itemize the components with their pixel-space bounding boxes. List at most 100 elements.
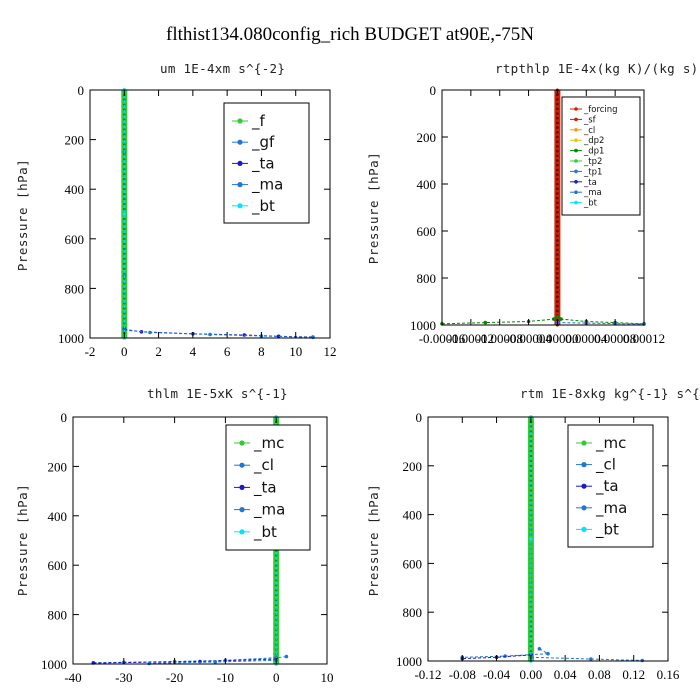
profile-marker: [123, 252, 126, 255]
profile-marker: [556, 234, 559, 237]
profile-marker: [556, 267, 559, 270]
profile-marker: [556, 300, 559, 303]
x-tick-label: -0.00012: [448, 331, 495, 346]
profile-marker: [123, 153, 126, 156]
x-tick-label: 0.08: [588, 667, 611, 682]
y-tick-label: 800: [417, 271, 437, 286]
plot-frame: [427, 416, 669, 662]
legend-label: _cl: [595, 456, 616, 475]
profile-marker: [556, 154, 559, 158]
profile-marker: [529, 484, 533, 487]
x-tick-label: -0.00008: [476, 331, 523, 346]
chart-title: thlm 1E-5xK s^{-1}: [147, 386, 288, 401]
profile-marker: [556, 220, 559, 223]
profile-marker: [529, 454, 533, 458]
x-tick-label: 6: [224, 344, 231, 359]
legend-marker: [574, 138, 578, 142]
legend-marker: [239, 507, 245, 513]
x-tick-label: 0.12: [622, 667, 645, 682]
legend-marker: [574, 159, 578, 163]
data-point: [503, 654, 507, 658]
legend-marker: [574, 169, 578, 174]
y-tick-label: 400: [65, 182, 85, 197]
profile-marker: [529, 445, 533, 448]
profile-marker: [123, 222, 126, 226]
legend-marker: [581, 483, 587, 489]
profile-marker: [556, 182, 559, 186]
profile-marker: [123, 257, 126, 260]
data-point: [311, 335, 315, 340]
x-tick-label: -10: [217, 670, 234, 685]
legend-marker: [581, 505, 587, 511]
y-tick-label: 0: [61, 410, 68, 425]
legend: _mc _cl _ta _ma _bt: [567, 424, 654, 548]
profile-marker: [123, 207, 126, 211]
profile-marker: [123, 138, 126, 141]
profile-marker: [123, 316, 126, 320]
profile-marker: [556, 178, 559, 181]
profile-marker: [274, 563, 278, 567]
y-tick-label: 200: [65, 133, 85, 148]
legend-marker: [237, 203, 243, 209]
profile-marker: [556, 196, 559, 200]
chart-title: um 1E-4xm s^{-2}: [160, 61, 285, 76]
y-tick-label: 0: [78, 83, 85, 98]
chart-rtpthlp: rtpthlp 1E-4x(kg K)/(kg s) Pressure [hPa]…: [366, 61, 698, 346]
legend-label: _ta: [253, 478, 277, 497]
profile-marker: [556, 116, 559, 120]
y-axis-label: Pressure [hPa]: [366, 484, 381, 596]
profile-marker: [529, 469, 533, 473]
y-axis-label: Pressure [hPa]: [366, 152, 381, 264]
profile-marker: [556, 135, 559, 139]
x-tick-label: -0.00016: [419, 331, 466, 346]
profile-marker: [123, 292, 126, 295]
chart-title: rtm 1E-8xkg kg^{-1} s^{-1}: [520, 386, 700, 401]
x-tick-label: 0: [273, 670, 280, 685]
profile-marker: [556, 121, 559, 125]
y-tick-label: 1000: [41, 657, 67, 672]
legend-label: _bt: [595, 520, 619, 539]
profile-marker: [123, 113, 126, 117]
legend-marker: [581, 440, 587, 446]
legend-label: _f: [251, 112, 266, 131]
y-tick-label: 200: [403, 459, 423, 474]
legend-label: _ta: [251, 154, 275, 173]
profile-marker: [556, 98, 559, 101]
profile-marker: [274, 559, 278, 562]
y-tick-label: 800: [403, 605, 423, 620]
profile-marker: [123, 237, 126, 241]
y-tick-label: 600: [48, 558, 68, 573]
y-tick-label: 200: [417, 130, 437, 145]
profile-marker: [556, 168, 559, 172]
data-point: [537, 647, 542, 651]
legend-marker: [239, 484, 245, 490]
profile-marker: [529, 635, 533, 638]
profile-marker: [123, 197, 126, 201]
data-point: [529, 537, 533, 541]
y-tick-label: 1000: [58, 331, 84, 346]
profile-marker: [529, 649, 533, 653]
profile-marker: [529, 459, 533, 463]
profile-marker: [529, 645, 533, 648]
profile-marker: [529, 640, 533, 643]
series-line-tp1: [557, 322, 645, 325]
y-tick-label: 400: [48, 509, 68, 524]
legend-marker: [574, 117, 578, 122]
x-tick-label: 0.04: [554, 667, 577, 682]
profile-marker: [123, 192, 126, 196]
legend-label: _bt: [253, 523, 277, 542]
profile-marker: [556, 304, 559, 308]
legend-box: [561, 96, 641, 216]
legend: _mc _cl _ta _ma _bt: [225, 424, 311, 551]
profile-marker: [556, 229, 559, 233]
profile-marker: [123, 123, 126, 126]
data-point: [546, 651, 550, 656]
x-tick-label: -0.12: [414, 667, 441, 682]
profile-marker: [123, 182, 126, 186]
legend-label: _mc: [595, 434, 626, 453]
profile-marker: [123, 272, 126, 275]
profile-marker: [556, 126, 559, 129]
profile-marker: [556, 112, 559, 115]
legend-marker: [581, 526, 587, 533]
profile-marker: [556, 163, 559, 167]
